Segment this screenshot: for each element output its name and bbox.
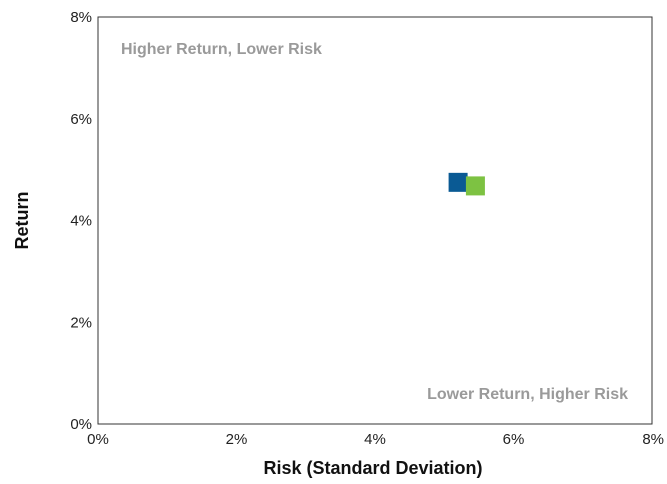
x-tick-label: 0%: [87, 431, 109, 448]
data-point-series-1: [448, 172, 468, 192]
x-tick-label: 2%: [226, 431, 248, 448]
plot-area: [97, 16, 653, 425]
x-tick-label: 8%: [642, 431, 664, 448]
data-points: [448, 172, 485, 196]
y-tick-label: 6%: [70, 111, 92, 128]
y-tick-label: 8%: [70, 9, 92, 26]
y-tick-labels: 0% 2% 4% 6% 8%: [70, 9, 92, 433]
annotation-bottom-right: Lower Return, Higher Risk: [427, 386, 628, 403]
y-tick-label: 4%: [70, 213, 92, 230]
x-tick-label: 6%: [503, 431, 525, 448]
y-tick-label: 0%: [70, 416, 92, 433]
x-axis-label: Risk (Standard Deviation): [263, 458, 482, 478]
data-point-series-2: [465, 176, 485, 196]
x-tick-label: 4%: [364, 431, 386, 448]
y-tick-label: 2%: [70, 314, 92, 331]
y-axis-label: Return: [12, 192, 32, 250]
annotation-top-left: Higher Return, Lower Risk: [121, 41, 322, 58]
x-tick-labels: 0% 2% 4% 6% 8%: [87, 431, 664, 448]
